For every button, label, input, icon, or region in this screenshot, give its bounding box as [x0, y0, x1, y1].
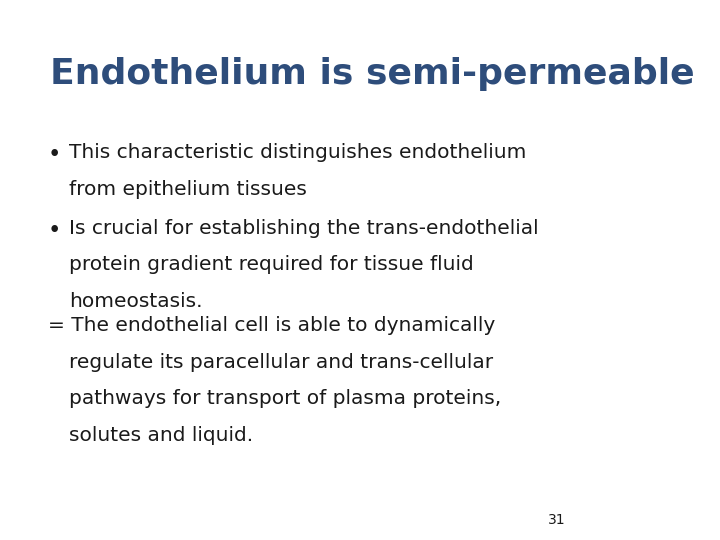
Text: pathways for transport of plasma proteins,: pathways for transport of plasma protein… — [69, 389, 501, 408]
Text: = The endothelial cell is able to dynamically: = The endothelial cell is able to dynami… — [48, 316, 495, 335]
Text: homeostasis.: homeostasis. — [69, 292, 202, 311]
Text: solutes and liquid.: solutes and liquid. — [69, 426, 253, 445]
Text: Endothelium is semi-permeable: Endothelium is semi-permeable — [50, 57, 694, 91]
Text: from epithelium tissues: from epithelium tissues — [69, 180, 307, 199]
Text: Is crucial for establishing the trans-endothelial: Is crucial for establishing the trans-en… — [69, 219, 539, 238]
Text: This characteristic distinguishes endothelium: This characteristic distinguishes endoth… — [69, 143, 526, 162]
Text: regulate its paracellular and trans-cellular: regulate its paracellular and trans-cell… — [69, 353, 493, 372]
Text: protein gradient required for tissue fluid: protein gradient required for tissue flu… — [69, 255, 474, 274]
Text: 31: 31 — [548, 512, 565, 526]
Text: •: • — [48, 143, 61, 166]
Text: •: • — [48, 219, 61, 242]
